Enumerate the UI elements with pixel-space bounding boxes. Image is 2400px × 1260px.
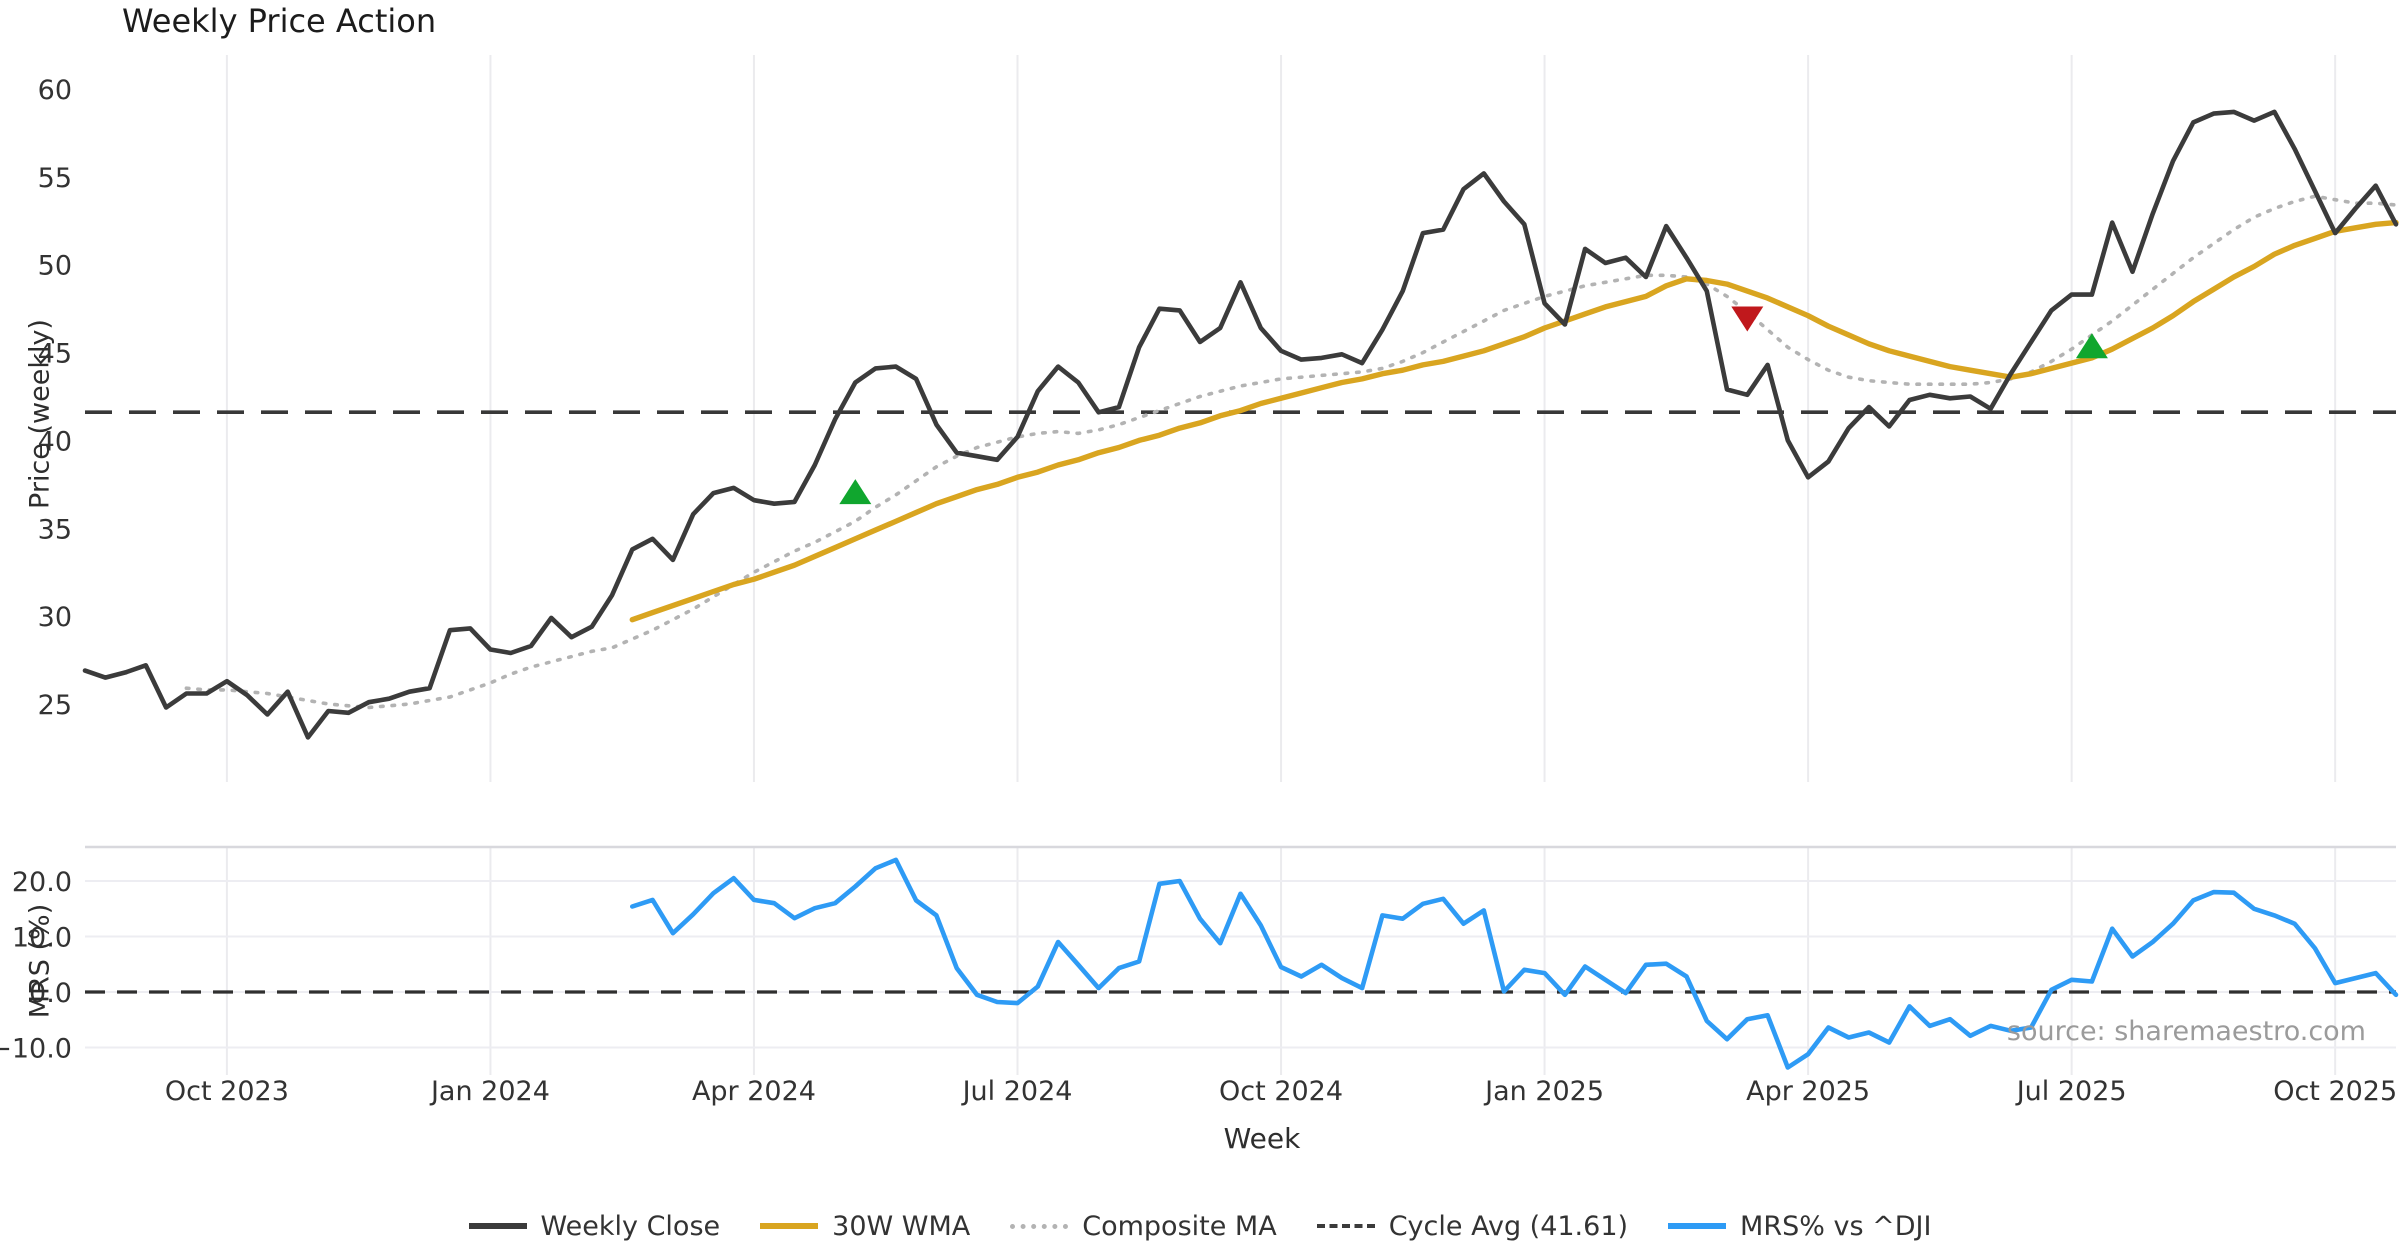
mrs-line	[629, 857, 2399, 1070]
mrs-y-tick-label: −10.0	[0, 1034, 72, 1065]
price-axis-label: Price (weekly)	[24, 319, 56, 509]
x-tick-label: Oct 2024	[1219, 1076, 1343, 1107]
mrs-y-tick-label: 0.0	[29, 978, 72, 1009]
chart-legend: Weekly Close 30W WMA Composite MA Cycle Avg…	[0, 1198, 2400, 1254]
wma-line	[629, 219, 2399, 623]
x-tick-label: Jan 2025	[1483, 1076, 1604, 1107]
x-tick-label: Jul 2025	[2015, 1076, 2127, 1107]
buy-signal-marker	[2075, 333, 2108, 359]
solid-dark-line-swatch-icon	[468, 1223, 527, 1229]
legend-item-label: Weekly Close	[540, 1210, 721, 1242]
legend-item-composite-ma: Composite MA	[1010, 1210, 1277, 1242]
series-lines	[82, 109, 2399, 1070]
x-tick-label: Oct 2025	[2273, 1076, 2397, 1107]
source-watermark: source: sharemaestro.com	[2006, 1016, 2366, 1047]
legend-item-label: Cycle Avg (41.61)	[1388, 1210, 1629, 1242]
dashed-dark-line-swatch-icon	[1316, 1224, 1375, 1228]
x-tick-label: Apr 2025	[1746, 1076, 1870, 1107]
axis-ticks: Oct 2023 Jan 2024 Apr 2024 Jul 2024 Oct 2024…	[0, 75, 2397, 1107]
price-y-tick-label: 30	[38, 602, 72, 633]
legend-item-label: MRS% vs ^DJI	[1740, 1210, 1932, 1242]
price-y-tick-label: 25	[38, 690, 72, 721]
mrs-axis-label: MRS (%)	[24, 903, 56, 1019]
mrs-y-tick-label: 10.0	[12, 923, 72, 954]
composite-ma-line	[184, 194, 2398, 710]
legend-item-cycle-avg-41-61: Cycle Avg (41.61)	[1316, 1210, 1629, 1242]
mrs-y-tick-label: 20.0	[12, 867, 72, 898]
price-y-tick-label: 40	[38, 426, 72, 457]
x-tick-label: Jul 2024	[961, 1076, 1073, 1107]
buy-signal-marker	[839, 479, 872, 505]
sell-signal-marker	[1731, 306, 1764, 332]
close-line	[82, 109, 2399, 740]
price-y-tick-label: 35	[38, 514, 72, 545]
solid-gold-line-swatch-icon	[760, 1223, 819, 1229]
dotted-gray-line-swatch-icon	[1010, 1223, 1069, 1229]
price-y-tick-label: 50	[38, 251, 72, 282]
price-y-tick-label: 55	[38, 163, 72, 194]
price-y-tick-label: 45	[38, 339, 72, 370]
gridlines	[85, 55, 2396, 1075]
legend-item-mrs-vs-dji: MRS% vs ^DJI	[1668, 1211, 1931, 1242]
legend-item-label: 30W WMA	[832, 1210, 971, 1242]
legend-item-weekly-close: Weekly Close	[468, 1210, 721, 1242]
x-tick-label: Jan 2024	[429, 1076, 550, 1107]
price-y-tick-label: 60	[38, 75, 72, 106]
signal-markers	[839, 306, 2108, 505]
page-title: Weekly Price Action	[122, 2, 437, 40]
x-tick-label: Apr 2024	[692, 1076, 816, 1107]
legend-item-label: Composite MA	[1082, 1210, 1277, 1242]
x-axis-label: Week	[1223, 1122, 1301, 1155]
x-tick-label: Oct 2023	[165, 1076, 289, 1107]
solid-blue-line-swatch-icon	[1668, 1223, 1727, 1229]
legend-item-30w-wma: 30W WMA	[760, 1211, 970, 1242]
